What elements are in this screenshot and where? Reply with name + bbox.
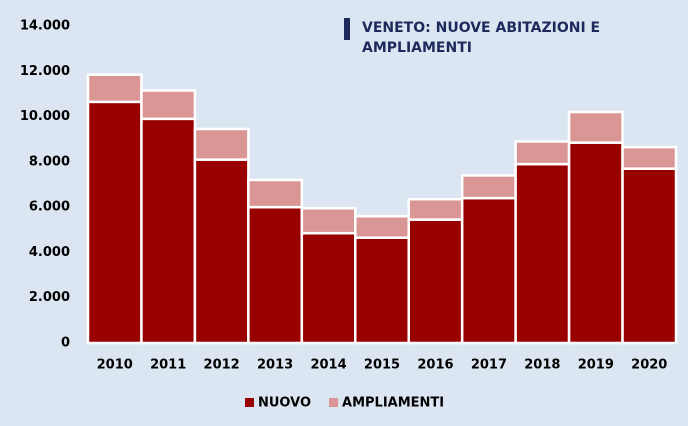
title-marker	[344, 18, 350, 40]
bar-segment	[514, 162, 571, 345]
y-tick-label: 2.000	[29, 290, 70, 305]
bar-segment	[567, 141, 624, 345]
bar-segment	[247, 178, 304, 209]
bar-segment	[140, 117, 197, 345]
bar-segment	[140, 89, 197, 121]
legend-swatch	[245, 398, 254, 407]
bar-segment	[407, 218, 464, 345]
legend-label: AMPLIAMENTI	[342, 396, 444, 411]
x-tick-label: 2020	[631, 358, 667, 373]
bar-segment	[460, 196, 517, 345]
x-tick-label: 2012	[204, 358, 240, 373]
y-tick-label: 12.000	[20, 64, 70, 79]
bar-segment	[193, 127, 250, 161]
bar-segment	[621, 145, 678, 170]
legend-swatch	[329, 398, 339, 407]
legend-label: NUOVO	[258, 396, 311, 411]
y-tick-label: 14.000	[20, 19, 70, 34]
x-tick-label: 2018	[524, 358, 560, 373]
title-line: VENETO: NUOVE ABITAZIONI E	[362, 20, 600, 36]
x-tick-label: 2010	[97, 358, 133, 373]
bar-segment	[621, 167, 678, 345]
y-tick-label: 4.000	[29, 245, 70, 260]
bar-segment	[300, 207, 357, 235]
bar-segment	[407, 197, 464, 221]
x-tick-label: 2019	[578, 358, 614, 373]
y-tick-label: 0	[61, 336, 70, 351]
bar-segment	[193, 158, 250, 345]
y-tick-label: 8.000	[29, 154, 70, 169]
x-tick-label: 2014	[310, 358, 346, 373]
title-line: AMPLIAMENTI	[362, 40, 472, 56]
bar-segment	[86, 100, 143, 345]
y-tick-label: 10.000	[20, 109, 70, 124]
x-tick-label: 2015	[364, 358, 400, 373]
bar-segment	[514, 140, 571, 166]
y-tick-label: 6.000	[29, 200, 70, 215]
bar-segment	[460, 174, 517, 200]
bar-segment	[300, 231, 357, 345]
bar-segment	[86, 73, 143, 104]
bar-segment	[567, 110, 624, 144]
x-tick-label: 2011	[150, 358, 186, 373]
x-tick-label: 2017	[471, 358, 507, 373]
chart-title: VENETO: NUOVE ABITAZIONI E AMPLIAMENTI	[362, 20, 600, 56]
bar-segment	[354, 214, 410, 239]
x-tick-label: 2013	[257, 358, 293, 373]
bar-segment	[354, 236, 410, 345]
x-tick-label: 2016	[417, 358, 453, 373]
bar-segment	[247, 205, 304, 345]
